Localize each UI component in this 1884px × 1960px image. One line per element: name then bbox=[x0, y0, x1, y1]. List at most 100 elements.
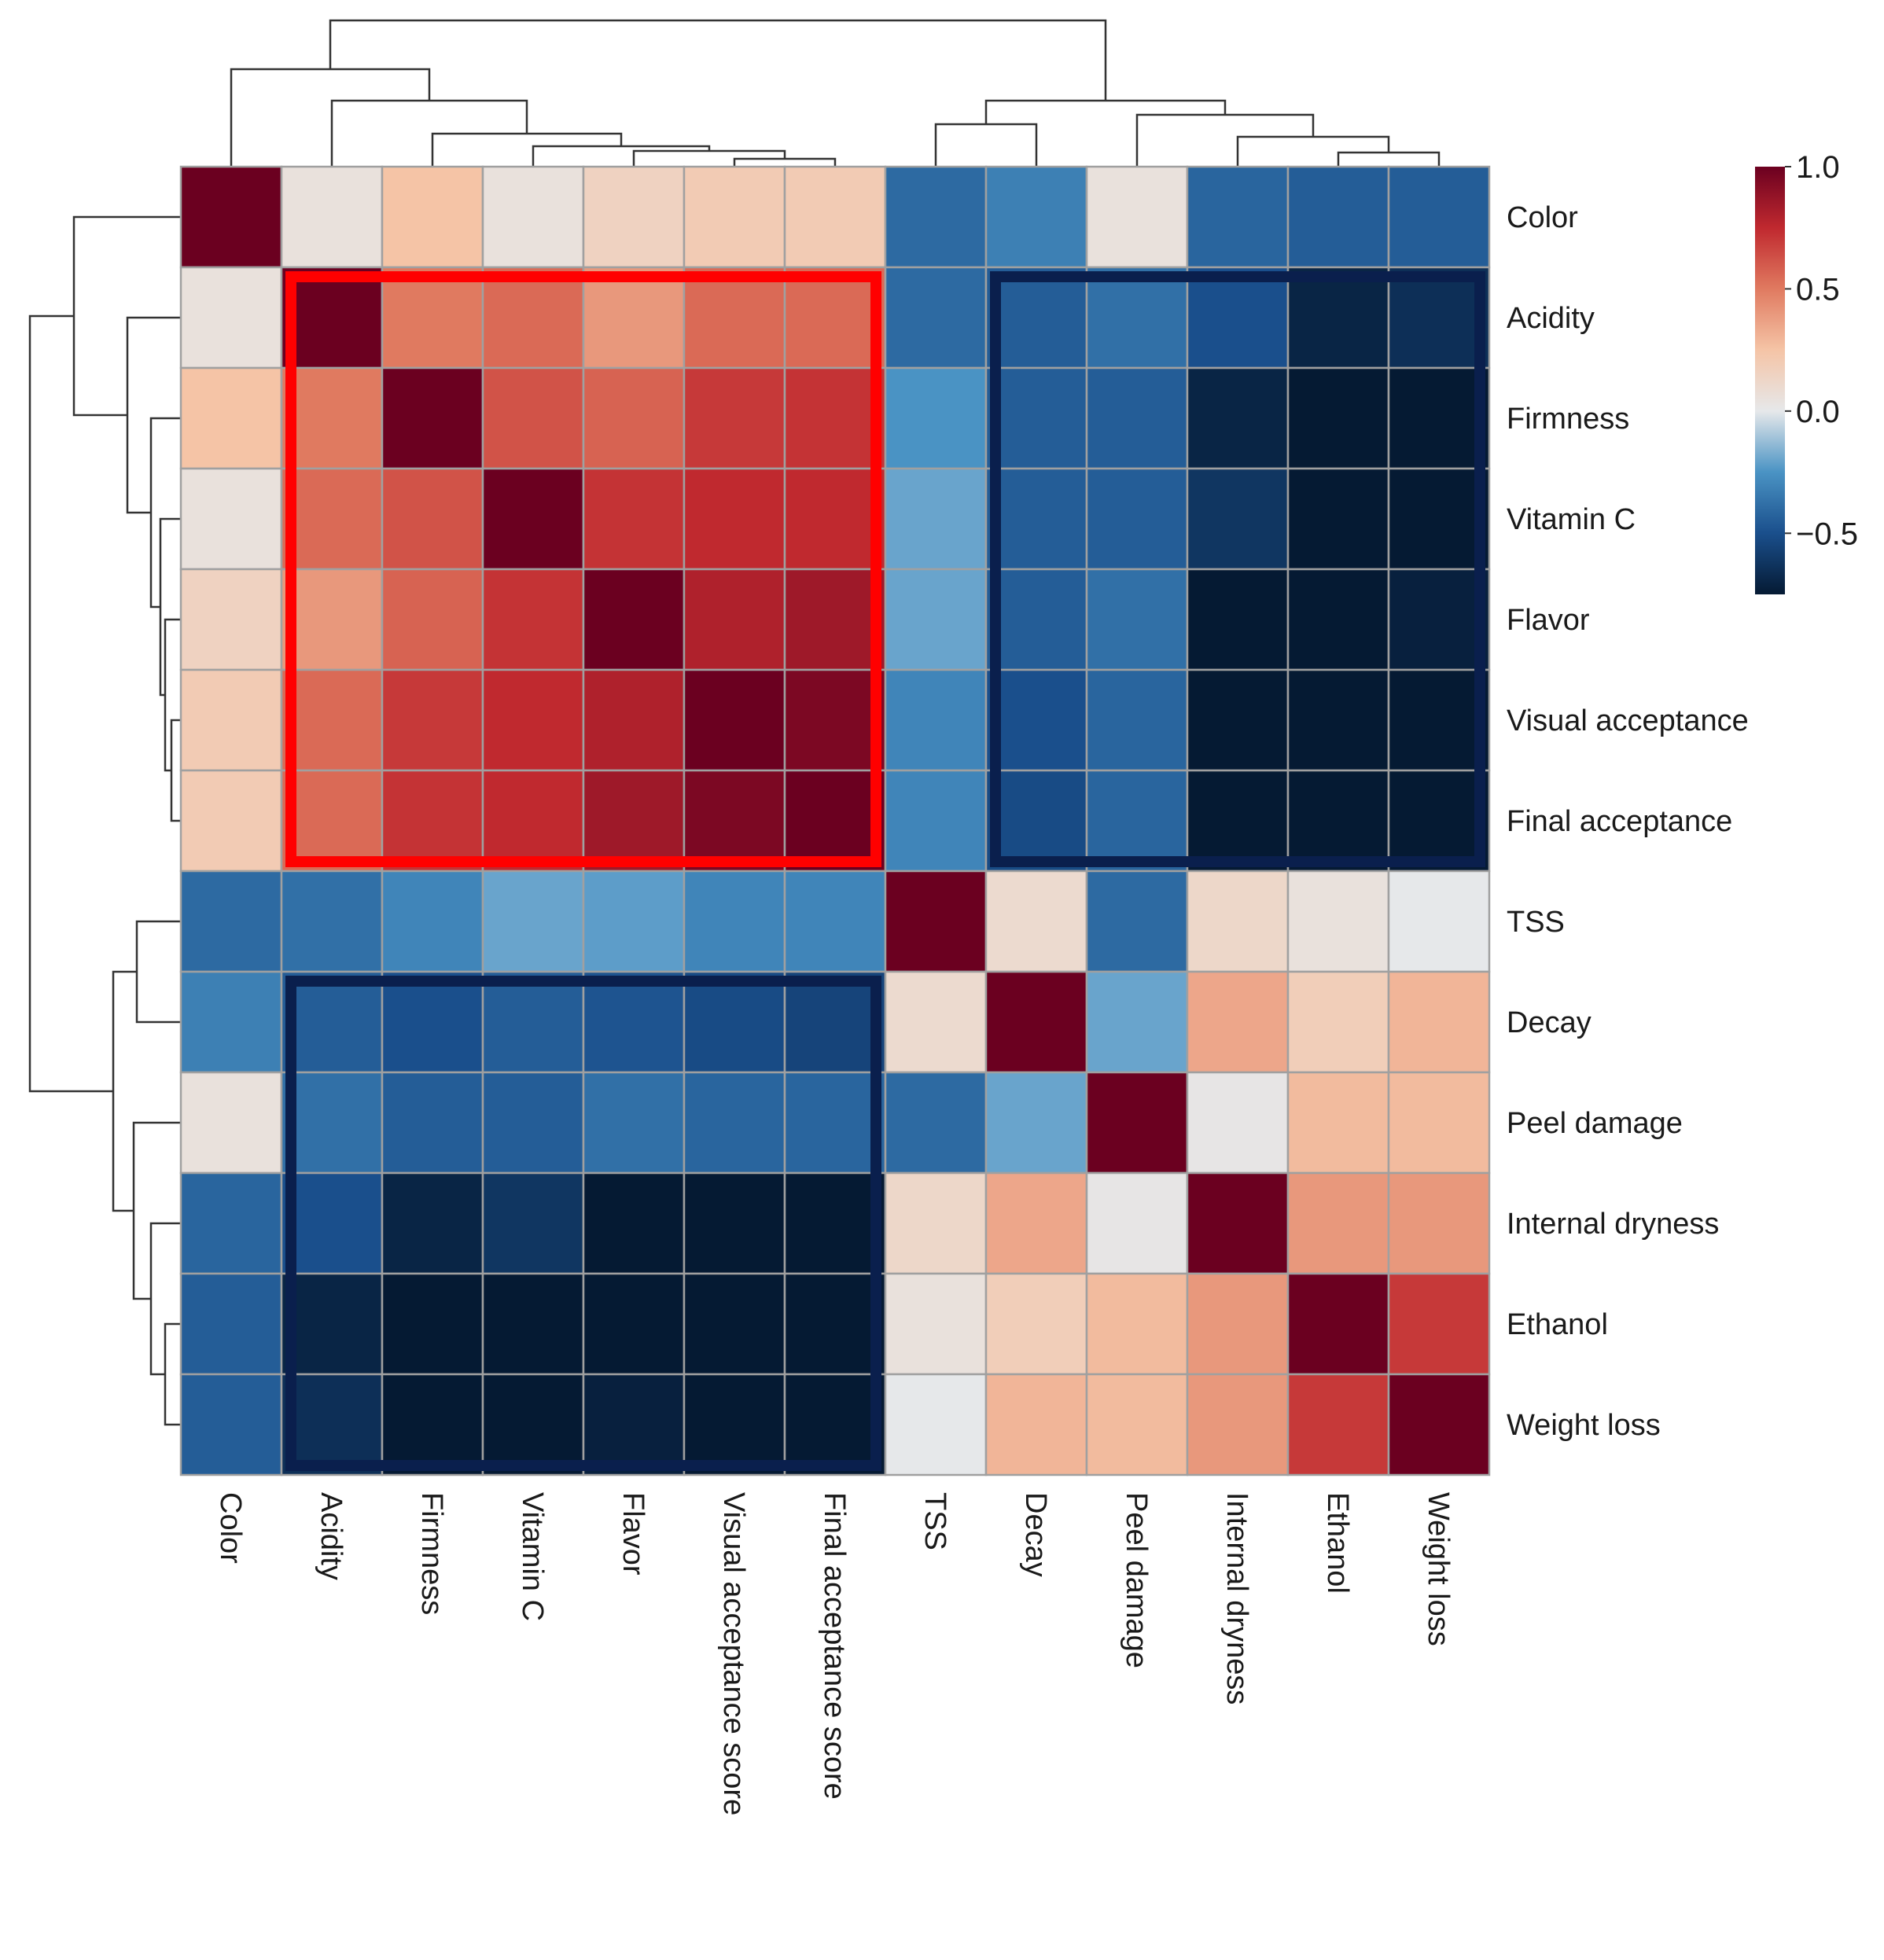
heatmap-cell bbox=[280, 1373, 384, 1476]
heatmap-cell bbox=[179, 467, 283, 571]
heatmap-cell bbox=[582, 165, 686, 269]
heatmap-cell bbox=[582, 568, 686, 671]
column-label: Flavor bbox=[616, 1492, 649, 1576]
row-label: Peel damage bbox=[1507, 1107, 1683, 1140]
row-label: Decay bbox=[1507, 1006, 1591, 1039]
heatmap-cell bbox=[683, 266, 786, 370]
color-scale-legend: 1.0 0.5 0.0 −0.5 bbox=[1755, 150, 1858, 594]
heatmap-cell bbox=[884, 165, 988, 269]
heatmap-cell bbox=[179, 1171, 283, 1275]
heatmap-cell bbox=[984, 467, 1088, 571]
heatmap-cell bbox=[984, 1171, 1088, 1275]
dendrogram-branch bbox=[149, 417, 181, 609]
dendrogram-branch bbox=[1135, 113, 1315, 167]
heatmap-cell bbox=[280, 1171, 384, 1275]
heatmap-cell bbox=[582, 970, 686, 1074]
heatmap-cell bbox=[683, 366, 786, 470]
heatmap-cell bbox=[280, 266, 384, 370]
heatmap-cell bbox=[783, 1071, 887, 1175]
heatmap-cell bbox=[683, 165, 786, 269]
column-label: Internal dryness bbox=[1220, 1492, 1253, 1704]
column-labels: Color Acidity Firmness Vitamin C Flavor Visua… bbox=[214, 1492, 1455, 1815]
dendrogram-branch bbox=[164, 618, 181, 772]
heatmap-cell bbox=[1387, 1071, 1491, 1175]
heatmap-cell bbox=[1387, 266, 1491, 370]
heatmap-cell bbox=[783, 165, 887, 269]
heatmap-cell bbox=[984, 1272, 1088, 1376]
heatmap-cell bbox=[1387, 970, 1491, 1074]
heatmap-cell bbox=[481, 870, 585, 973]
row-labels: Color Acidity Firmness Vitamin C Flavor Visua… bbox=[1507, 201, 1749, 1442]
row-label: Firmness bbox=[1507, 403, 1629, 436]
heatmap-cell bbox=[179, 1373, 283, 1476]
heatmap-cell bbox=[381, 366, 484, 470]
heatmap-cell bbox=[280, 1272, 384, 1376]
row-label: TSS bbox=[1507, 906, 1565, 939]
heatmap-cell bbox=[179, 870, 283, 973]
heatmap-cell bbox=[783, 1373, 887, 1476]
heatmap-cell bbox=[1186, 266, 1290, 370]
heatmap-cell bbox=[1286, 668, 1390, 772]
heatmap-cell bbox=[783, 870, 887, 973]
heatmap-cell bbox=[1286, 870, 1390, 973]
heatmap-cell bbox=[381, 668, 484, 772]
dendrogram-branch bbox=[164, 1322, 181, 1426]
heatmap-cell bbox=[1286, 769, 1390, 873]
heatmap-cell bbox=[582, 366, 686, 470]
heatmap-cell bbox=[984, 1071, 1088, 1175]
dendrogram-branch bbox=[132, 1121, 181, 1300]
heatmap-cell bbox=[884, 1071, 988, 1175]
heatmap-cell bbox=[582, 668, 686, 772]
row-label: Acidity bbox=[1507, 302, 1595, 335]
row-label: Color bbox=[1507, 201, 1578, 234]
heatmap-cell bbox=[179, 1071, 283, 1175]
highlight-boxes bbox=[285, 271, 1485, 1471]
heatmap-cell bbox=[481, 668, 585, 772]
heatmap-cell bbox=[884, 266, 988, 370]
heatmap-cell bbox=[481, 1272, 585, 1376]
heatmap-cell bbox=[1085, 1071, 1189, 1175]
heatmap-cell bbox=[481, 1071, 585, 1175]
heatmap-cell bbox=[984, 165, 1088, 269]
heatmap-cell bbox=[1387, 1373, 1491, 1476]
dendrogram-branch bbox=[934, 123, 1038, 167]
heatmap-cell bbox=[683, 970, 786, 1074]
heatmap-cell bbox=[481, 568, 585, 671]
heatmap-cell bbox=[783, 769, 887, 873]
heatmap-cell bbox=[884, 1171, 988, 1275]
heatmap-cell bbox=[1286, 366, 1390, 470]
dendrogram-branch bbox=[984, 99, 1227, 124]
column-label: Firmness bbox=[415, 1492, 448, 1615]
dendrogram-branch bbox=[170, 719, 181, 822]
heatmap-cell bbox=[179, 165, 283, 269]
row-label: Vitamin C bbox=[1507, 503, 1636, 536]
heatmap-cell bbox=[481, 467, 585, 571]
heatmap-cell bbox=[1186, 1373, 1290, 1476]
heatmap-cell bbox=[1286, 568, 1390, 671]
heatmap-cell bbox=[984, 266, 1088, 370]
heatmap-cell bbox=[1286, 1272, 1390, 1376]
heatmap-cell bbox=[280, 366, 384, 470]
row-label: Internal dryness bbox=[1507, 1208, 1719, 1241]
heatmap-cell bbox=[1085, 266, 1189, 370]
heatmap-cell bbox=[1186, 970, 1290, 1074]
column-label: Final acceptance score bbox=[818, 1492, 851, 1800]
heatmap-cell bbox=[1085, 668, 1189, 772]
highlight-box bbox=[990, 271, 1485, 867]
heatmap-cell bbox=[1085, 1272, 1189, 1376]
heatmap-cell bbox=[179, 1272, 283, 1376]
heatmap-cell bbox=[381, 970, 484, 1074]
heatmap-cell bbox=[381, 1171, 484, 1275]
heatmap-cell bbox=[1286, 970, 1390, 1074]
heatmap-cell bbox=[683, 668, 786, 772]
heatmap-cell bbox=[381, 1071, 484, 1175]
heatmap-cell bbox=[280, 467, 384, 571]
heatmap-cell bbox=[984, 970, 1088, 1074]
heatmap-cell bbox=[1186, 568, 1290, 671]
colorbar-tick-label: 0.0 bbox=[1796, 395, 1840, 429]
column-label: TSS bbox=[918, 1492, 951, 1550]
heatmap-cell bbox=[783, 970, 887, 1074]
column-label: Peel damage bbox=[1120, 1492, 1153, 1668]
column-label: Weight loss bbox=[1422, 1492, 1455, 1646]
